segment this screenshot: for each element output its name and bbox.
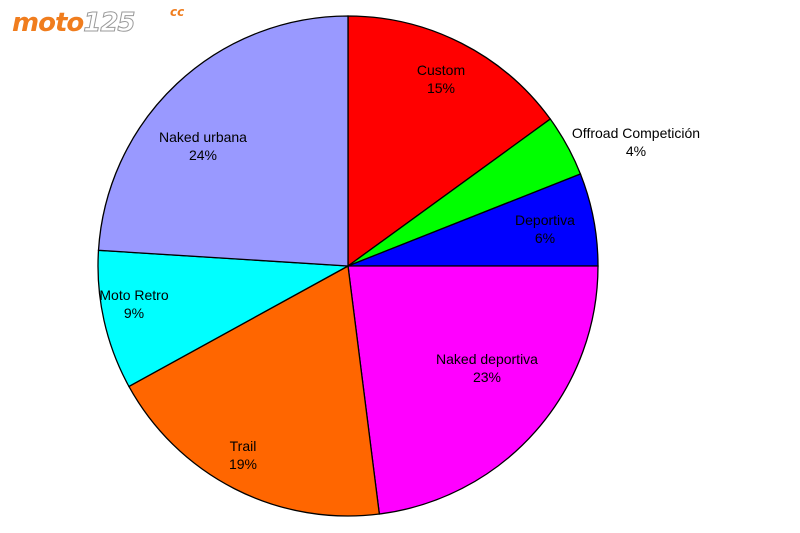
slice-label: Moto Retro 9% <box>99 287 168 321</box>
slice-percent-label: 6% <box>535 230 555 246</box>
pie-slices <box>97 15 599 517</box>
slice-percent-label: 15% <box>427 80 455 96</box>
slice-percent-label: 23% <box>473 369 501 385</box>
slice-category-label: Deportiva <box>515 212 575 228</box>
slice-percent-label: 9% <box>124 305 144 321</box>
pie-slice-naked-urbana <box>97 15 349 267</box>
moto125-logo: moto125 cc <box>12 2 202 42</box>
slice-category-label: Offroad Competición <box>572 125 700 141</box>
logo-text-125: 125 <box>83 8 136 39</box>
slice-percent-label: 4% <box>626 143 646 159</box>
pie-labels: Custom 15% Offroad Competición 4% Deportiva 6… <box>99 62 700 472</box>
pie-slice-moto-retro <box>97 249 351 388</box>
logo-text-cc: cc <box>170 5 185 19</box>
slice-label: Deportiva 6% <box>515 212 575 246</box>
slice-label: Offroad Competición 4% <box>572 125 700 159</box>
pie-slice-naked-deportiva <box>347 265 599 515</box>
slice-percent-label: 19% <box>229 456 257 472</box>
slice-percent-label: 24% <box>189 147 217 163</box>
slice-category-label: Custom <box>417 62 465 78</box>
pie-slice-custom <box>347 15 552 268</box>
slice-label: Trail 19% <box>229 438 257 472</box>
slice-label: Custom 15% <box>417 62 465 96</box>
slice-category-label: Moto Retro <box>99 287 168 303</box>
slice-category-label: Trail <box>230 438 257 454</box>
logo-wordmark: moto125 <box>12 8 136 39</box>
logo-text-moto: moto <box>12 8 84 38</box>
slice-category-label: Naked deportiva <box>436 351 538 367</box>
pie-slice-trail <box>128 264 381 517</box>
slice-label: Naked urbana 24% <box>159 129 247 163</box>
slice-label: Naked deportiva 23% <box>436 351 538 385</box>
slice-category-label: Naked urbana <box>159 129 247 145</box>
